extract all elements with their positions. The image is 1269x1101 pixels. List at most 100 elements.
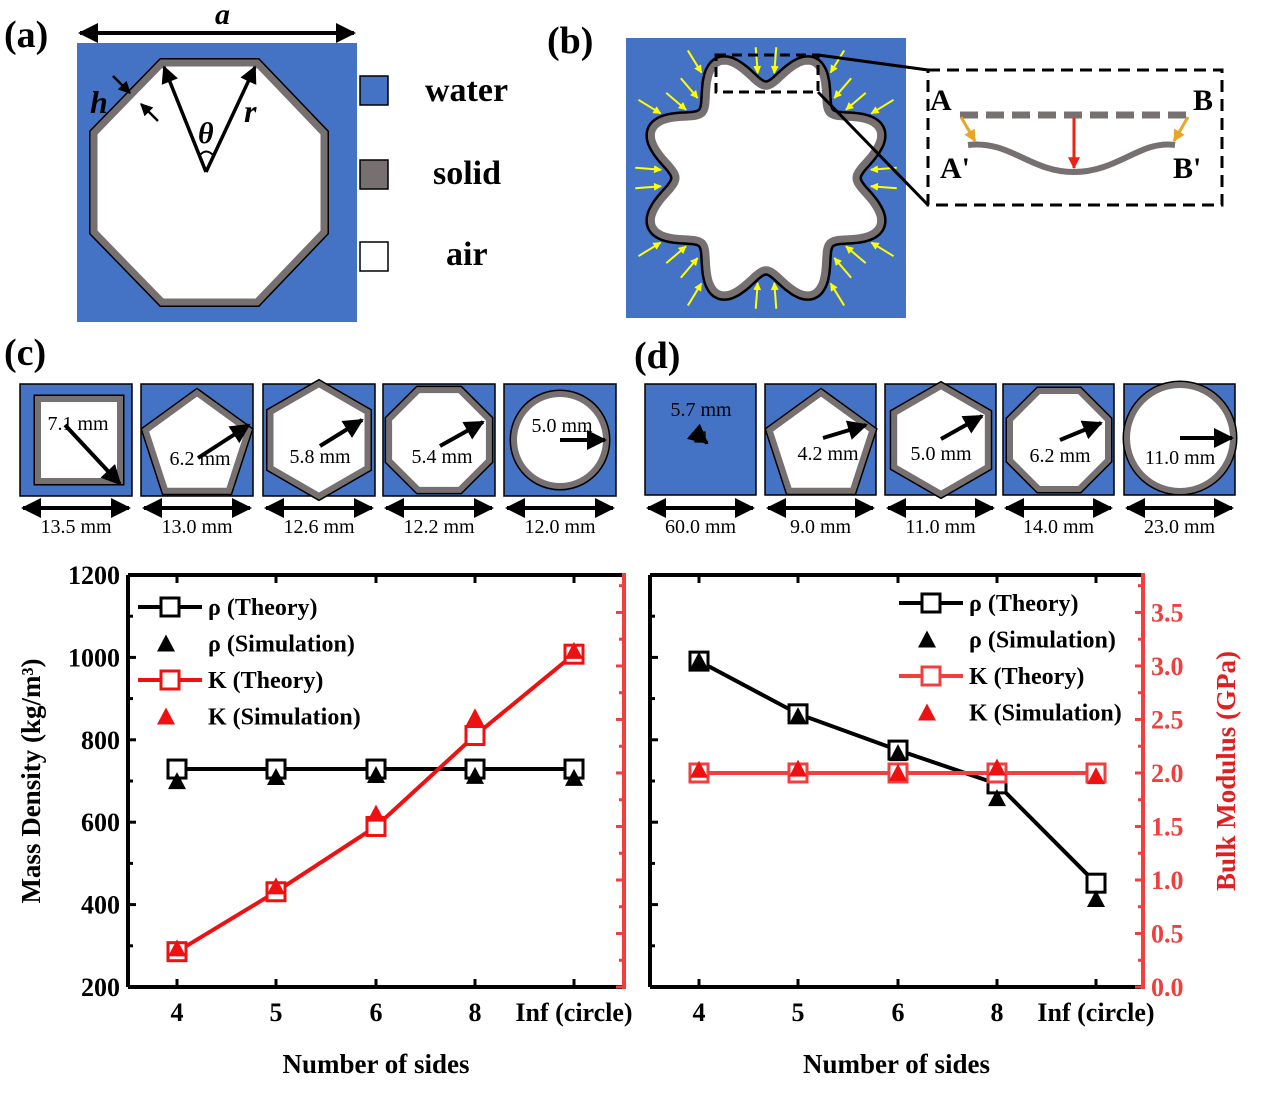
legend-swatch-air (359, 241, 389, 272)
legend-label-solid: solid (433, 155, 501, 192)
data-point-triangle (889, 744, 907, 762)
zoom-connector-bottom (816, 90, 930, 207)
displacement-arrow-b (1172, 116, 1190, 143)
pressure-arrow (870, 182, 897, 191)
x-tick-label: 4 (693, 998, 706, 1027)
legend-label: K (Theory) (969, 664, 1084, 690)
legend-label: ρ (Theory) (208, 595, 318, 621)
series-1-markers (690, 651, 1105, 908)
unit-cell-d-circle: 11.0 mm 23.0 mm (1122, 380, 1238, 538)
data-point-triangle (789, 707, 807, 725)
unit-cell-c-circle: 5.0 mm 12.0 mm (503, 383, 617, 538)
data-point-triangle (367, 804, 385, 822)
legend-item: K (Simulation) (157, 705, 361, 731)
pressure-arrow (833, 77, 852, 99)
point-a-prime: A' (940, 152, 970, 185)
radius-arrow (822, 420, 868, 440)
radius-label: 5.8 mm (289, 446, 351, 468)
series-1-markers (168, 765, 583, 790)
legend-label: K (Simulation) (969, 701, 1122, 727)
radius-label: 11.0 mm (1145, 447, 1216, 469)
data-point-triangle (1087, 890, 1105, 908)
x-tick-label: Inf (circle) (515, 998, 632, 1027)
x-tick-label: 5 (270, 998, 283, 1027)
width-label: 13.0 mm (161, 516, 233, 538)
pressure-arrow (845, 245, 867, 264)
radius-label: 5.0 mm (531, 415, 593, 437)
point-a: A (930, 84, 952, 117)
legend-item: ρ (Simulation) (157, 632, 355, 658)
legend-triangle-marker (157, 634, 175, 652)
x-axis-title: Number of sides (282, 1049, 469, 1079)
legend-square-marker (159, 596, 181, 618)
series-line-2 (175, 652, 576, 954)
y-right-tick-label: 3.5 (1151, 598, 1184, 627)
data-point-triangle (565, 641, 583, 659)
width-label: 12.2 mm (403, 516, 475, 538)
legend-label: ρ (Simulation) (208, 632, 355, 658)
data-point-triangle (988, 758, 1006, 776)
unit-cell-d-pentagon: 4.2 mm 9.0 mm (764, 383, 878, 538)
y-right-tick-label: 2.5 (1151, 705, 1184, 734)
unit-cell-c-square: 7.1 mm 13.5 mm (19, 383, 133, 538)
x-tick-label: Inf (circle) (1037, 998, 1154, 1027)
panel-label-d: (d) (634, 335, 680, 377)
pressure-arrow (665, 245, 687, 264)
data-point-triangle (466, 766, 484, 784)
legend-swatch-solid (359, 159, 389, 190)
radius-label: 7.1 mm (47, 413, 109, 435)
unit-cell-d-hexagon: 5.0 mm 11.0 mm (884, 380, 997, 538)
radius-label: 5.4 mm (411, 446, 473, 468)
data-point-triangle (690, 651, 708, 669)
pressure-arrow (753, 47, 762, 74)
displacement-arrow-a (959, 116, 977, 143)
x-tick-label: 6 (892, 998, 905, 1027)
y-right-tick-label: 0.0 (1151, 973, 1184, 1002)
radius-symbol: r (244, 93, 257, 129)
radius-arrow (940, 414, 984, 441)
y-right-tick-label: 3.0 (1151, 652, 1184, 681)
chart-right: 4 5 6 8 Inf (circle)0.0 0.5 1.0 1.5 2.0 2.5 3.0 3.5… (648, 573, 1241, 1079)
legend-triangle-marker (918, 630, 936, 648)
width-label: 14.0 mm (1023, 516, 1095, 538)
panel-a: (a) a θ r h water solid air (4, 0, 508, 322)
data-point-triangle (690, 760, 708, 778)
data-point-triangle (565, 768, 583, 786)
y-tick-label: 400 (81, 891, 120, 920)
pressure-arrow (635, 182, 662, 191)
thickness-arrow-inner (140, 103, 159, 122)
y-tick-label: 200 (81, 973, 120, 1002)
zoom-connector-top (817, 53, 929, 72)
data-point-triangle (267, 768, 285, 786)
data-point-square (464, 725, 486, 747)
legend-square-marker (920, 592, 942, 614)
panel-b: (b) A B A' B' (547, 20, 1224, 318)
zoom-region (714, 53, 820, 94)
pressure-arrow (770, 282, 779, 309)
x-axis-title: Number of sides (803, 1049, 990, 1079)
pressure-arrow (870, 241, 895, 258)
pressure-arrow (637, 98, 662, 115)
y-right-axis-title: Bulk Modulus (GPa) (1211, 651, 1241, 891)
data-point-triangle (168, 772, 186, 790)
width-label: 12.6 mm (283, 516, 355, 538)
width-symbol: a (215, 0, 230, 31)
water-cell (644, 383, 757, 496)
series-3-markers (168, 641, 583, 957)
x-tick-label: 8 (991, 998, 1004, 1027)
width-label: 60.0 mm (665, 516, 737, 538)
pressure-arrow (680, 257, 699, 279)
radius-arrow (1059, 420, 1103, 442)
data-point-triangle (168, 939, 186, 957)
solid-shell (1007, 388, 1111, 492)
y-right-tick-label: 0.5 (1151, 919, 1184, 948)
unit-cell-d-square: 5.7 mm 60.0 mm (644, 383, 757, 538)
solid-shell (386, 387, 492, 493)
radius-arrow (686, 423, 709, 445)
material-legend: water solid air (359, 72, 508, 273)
unit-cell-c-octagon: 5.4 mm 12.2 mm (382, 383, 496, 538)
legend-swatch-water (359, 75, 389, 106)
y-right-tick-label: 1.5 (1151, 812, 1184, 841)
angle-symbol: θ (198, 117, 214, 150)
legend-triangle-marker (918, 703, 936, 721)
